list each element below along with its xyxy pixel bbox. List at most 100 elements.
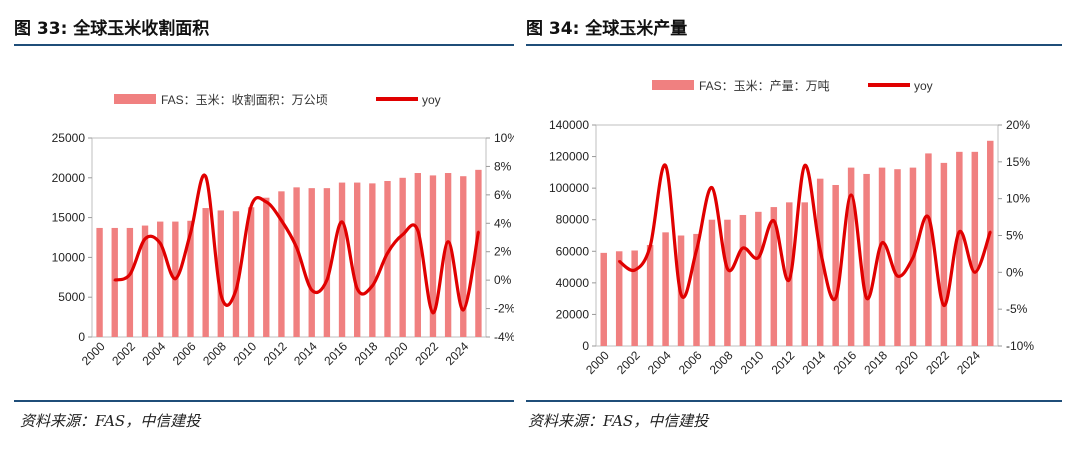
yoy-point-2005	[679, 293, 683, 296]
yoy-point-2017	[355, 287, 359, 290]
x-tick-label: 2022	[923, 348, 952, 377]
left-panel-title: 图 33: 全球玉米收割面积	[14, 19, 210, 39]
bar-2011	[770, 207, 778, 346]
yoy-point-2009	[234, 288, 238, 292]
bar-2016	[847, 167, 855, 346]
bar-2014	[308, 188, 315, 337]
yoy-point-2020	[911, 256, 915, 259]
x-tick-label: 2020	[382, 339, 411, 368]
bar-2004	[157, 221, 164, 337]
x-tick-label: 2020	[892, 348, 921, 377]
right-axis-tick-label: 10%	[494, 131, 514, 145]
yoy-point-2025	[477, 230, 480, 234]
left-bottom-rule	[14, 400, 514, 402]
right-axis-tick-label: 0%	[494, 273, 512, 287]
right-source-note: 资料来源：FAS，中信建投	[528, 412, 709, 430]
yoy-point-2006	[189, 232, 192, 235]
bar-2019	[894, 169, 901, 346]
bar-2007	[708, 219, 716, 346]
legend-bar-label: FAS：玉米：产量：万吨	[699, 79, 830, 93]
legend-bar-label: FAS：玉米：收割面积：万公顷	[161, 92, 328, 107]
legend-bar-swatch	[652, 80, 694, 90]
yoy-point-2018	[371, 284, 374, 288]
plot-frame	[91, 137, 487, 338]
bar-2010	[247, 207, 255, 337]
bar-2024	[971, 151, 979, 346]
yoy-point-2014	[818, 249, 822, 252]
x-tick-label: 2016	[321, 339, 350, 368]
bar-2020	[399, 177, 406, 337]
yoy-point-2011	[772, 219, 776, 222]
yoy-point-2005	[174, 277, 177, 280]
bar-2013	[293, 187, 300, 337]
yoy-point-2001	[113, 278, 116, 282]
left-axis-tick-label: 100000	[549, 181, 589, 195]
yoy-point-2013	[803, 164, 806, 167]
yoy-point-2015	[834, 296, 837, 300]
left-axis-tick-label: 20000	[556, 307, 590, 321]
yoy-point-2006	[695, 249, 698, 252]
left-axis-tick-label: 60000	[556, 244, 590, 258]
bar-2007	[202, 208, 209, 337]
x-tick-label: 2024	[954, 348, 983, 377]
bar-2014	[816, 178, 824, 346]
yoy-point-2020	[401, 233, 404, 236]
x-tick-label: 2002	[109, 339, 138, 368]
yoy-point-2016	[340, 220, 344, 224]
bar-2012	[278, 191, 285, 337]
x-tick-label: 2002	[614, 348, 643, 377]
x-tick-label: 2018	[352, 339, 381, 368]
bar-2024	[460, 176, 467, 337]
bar-2003	[646, 244, 654, 346]
bar-2010	[755, 211, 762, 346]
yoy-point-2010	[757, 256, 760, 259]
right-axis-tick-label: 10%	[1006, 192, 1030, 206]
yoy-point-2023	[958, 230, 961, 234]
yoy-point-2003	[143, 237, 147, 241]
right-axis-tick-label: 20%	[1006, 118, 1030, 132]
yoy-point-2011	[265, 200, 268, 204]
bar-2018	[369, 183, 376, 337]
left-axis-tick-label: 20000	[52, 171, 86, 185]
x-tick-label: 2008	[707, 348, 736, 377]
yoy-point-2004	[664, 164, 667, 167]
yoy-point-2025	[989, 230, 992, 234]
left-title-rule	[14, 44, 514, 46]
bar-2001	[615, 251, 623, 346]
right-bottom-rule	[526, 400, 1062, 402]
left-axis-tick-label: 80000	[556, 213, 590, 227]
bar-2002	[126, 227, 134, 337]
yoy-point-2019	[386, 251, 389, 255]
bar-2021	[414, 173, 421, 337]
legend-bar-swatch	[114, 94, 156, 104]
left-axis-tick-label: 15000	[52, 211, 86, 225]
yoy-point-2002	[633, 268, 636, 272]
yoy-point-2003	[648, 245, 652, 248]
x-tick-label: 2004	[645, 348, 674, 377]
bar-2017	[354, 182, 361, 337]
yoy-line	[114, 173, 480, 315]
right-axis-tick-label: 6%	[494, 188, 512, 202]
left-axis-tick-label: 140000	[549, 118, 589, 132]
right-axis-tick-label: -2%	[494, 302, 514, 316]
yoy-point-2010	[249, 205, 253, 208]
yoy-point-2021	[416, 229, 420, 232]
right-title-rule	[526, 44, 1062, 46]
legend-line-label: yoy	[914, 79, 933, 93]
yoy-point-2002	[128, 273, 132, 276]
bar-2015	[323, 188, 331, 337]
yoy-point-2009	[741, 246, 745, 250]
left-axis-tick-label: 5000	[58, 290, 85, 304]
bar-2022	[429, 175, 437, 337]
bar-2006	[693, 233, 700, 346]
yoy-point-2018	[880, 241, 884, 245]
yoy-point-2017	[865, 296, 868, 300]
bar-2016	[338, 182, 346, 337]
yoy-point-2024	[462, 308, 465, 312]
x-tick-label: 2022	[412, 339, 441, 368]
yoy-point-2023	[446, 240, 450, 243]
x-tick-label: 2006	[170, 339, 199, 368]
yoy-point-2022	[431, 311, 435, 315]
yoy-point-2008	[219, 293, 223, 296]
yoy-point-2008	[726, 267, 729, 270]
